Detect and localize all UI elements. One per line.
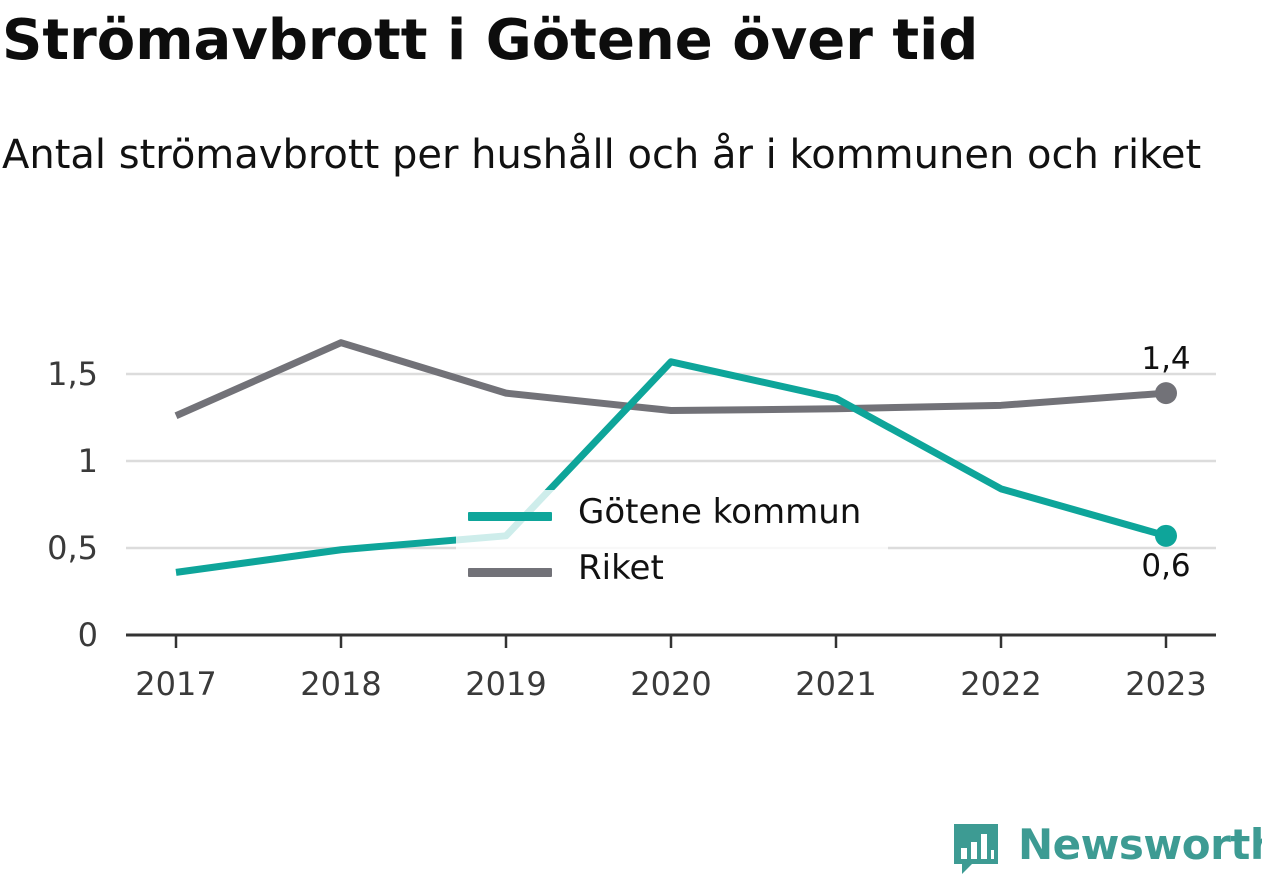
- y-tick-label: 0,5: [47, 529, 98, 567]
- axes: 0 0,5 1 1,5 2017 2018 2019 2020 2021 2022 2023: [47, 355, 1216, 703]
- series-lines: [174, 339, 1167, 576]
- bar-chart-bubble-icon: [954, 824, 998, 874]
- series-line-riket: [174, 339, 1167, 419]
- brand-logo: Newsworthy: [950, 818, 1262, 878]
- legend-swatch-gotene: [468, 512, 552, 521]
- end-marker: [1155, 382, 1177, 405]
- series-line-gotene: [175, 358, 1167, 576]
- legend-label-gotene: Götene kommun: [578, 492, 862, 532]
- legend-item-gotene: Götene kommun: [456, 490, 888, 546]
- x-tick-label: 2022: [960, 665, 1041, 703]
- y-tick-label: 1,5: [47, 355, 98, 393]
- x-tick-label: 2017: [135, 665, 216, 703]
- x-tick-label: 2018: [300, 665, 381, 703]
- end-markers: 0,6 1,4: [1141, 341, 1190, 584]
- legend-swatch-riket: [468, 568, 552, 577]
- legend-item-riket: Riket: [456, 546, 888, 602]
- x-tick-label: 2019: [465, 665, 546, 703]
- x-tick-label: 2023: [1125, 665, 1206, 703]
- legend-label-riket: Riket: [578, 548, 664, 588]
- chart-title: Strömavbrott i Götene över tid: [2, 8, 979, 73]
- legend: Götene kommun Riket: [456, 490, 888, 602]
- end-value-label: 1,4: [1141, 341, 1190, 377]
- brand-name: Newsworthy: [1018, 820, 1262, 869]
- end-value-label: 0,6: [1141, 548, 1190, 584]
- y-tick-label: 1: [78, 442, 98, 480]
- x-tick-label: 2021: [795, 665, 876, 703]
- x-tick-label: 2020: [630, 665, 711, 703]
- chart-subtitle: Antal strömavbrott per hushåll och år i …: [2, 132, 1202, 178]
- y-tick-label: 0: [78, 616, 98, 654]
- end-marker: [1155, 524, 1177, 547]
